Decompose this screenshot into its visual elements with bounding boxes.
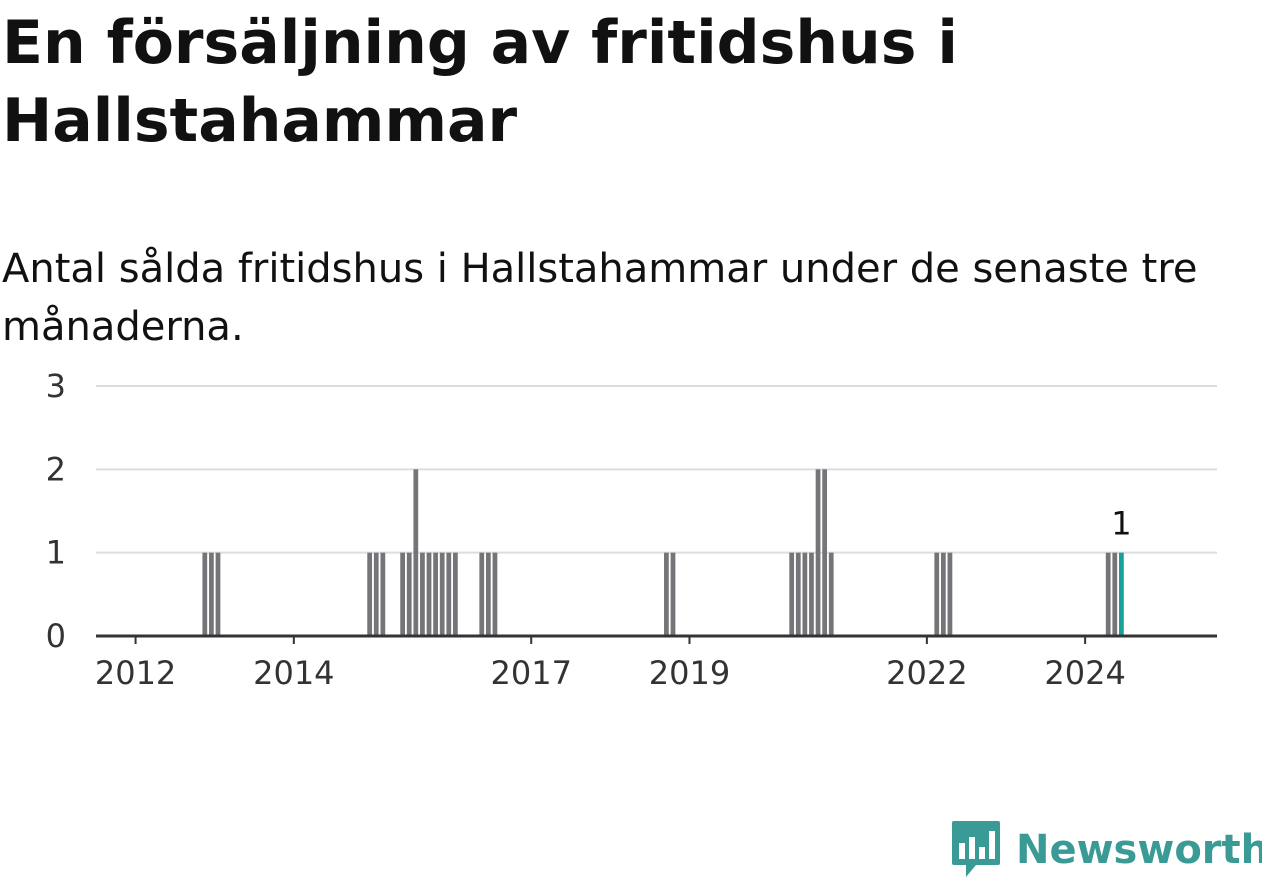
bar	[373, 552, 379, 636]
x-tick-label: 2012	[95, 654, 176, 692]
bar	[446, 552, 452, 636]
bar	[420, 552, 425, 636]
bar	[815, 469, 821, 636]
bar	[433, 552, 438, 636]
chart-subtitle: Antal sålda fritidshus i Hallstahammar u…	[2, 246, 1198, 350]
bar	[426, 552, 432, 636]
bar	[400, 552, 406, 636]
highlight-value-label: 1	[1111, 505, 1131, 543]
bar	[492, 552, 498, 636]
y-tick-label: 0	[46, 617, 66, 655]
bar	[202, 552, 208, 636]
bar	[934, 552, 940, 636]
bar	[1105, 552, 1111, 636]
y-tick-label: 1	[46, 534, 66, 572]
bar	[809, 552, 814, 636]
x-tick-label: 2017	[490, 654, 571, 692]
brand: Newsworthy	[950, 818, 1262, 882]
bar	[1112, 552, 1118, 636]
y-tick-label: 3	[46, 367, 66, 405]
x-tick-label: 2019	[649, 654, 730, 692]
bar	[664, 552, 669, 636]
bar	[940, 552, 946, 636]
x-tick-label: 2014	[253, 654, 334, 692]
bar-chart: 0 1 2 3 1 2012 2014 2017 2019 2022 2024	[46, 367, 1217, 692]
bar	[380, 552, 386, 636]
x-tick-label: 2024	[1044, 654, 1125, 692]
bar	[479, 552, 485, 636]
brand-name: Newsworthy	[1016, 827, 1262, 873]
bar	[670, 552, 676, 636]
bar	[413, 469, 419, 636]
bar	[453, 552, 458, 636]
bar	[789, 552, 795, 636]
newsworthy-logo-icon	[952, 821, 1000, 877]
bar	[215, 552, 221, 636]
bar	[947, 552, 953, 636]
highlighted-bar	[1119, 552, 1124, 636]
bar	[802, 552, 808, 636]
bar	[822, 469, 828, 636]
bar	[485, 552, 491, 636]
bar	[406, 552, 412, 636]
bar	[367, 552, 373, 636]
bar	[795, 552, 801, 636]
x-tick-label: 2022	[886, 654, 967, 692]
bar	[828, 552, 834, 636]
bar	[209, 552, 214, 636]
bar	[439, 552, 445, 636]
y-tick-label: 2	[46, 450, 66, 488]
chart-title: En försäljning av fritidshus i Hallstaha…	[2, 8, 958, 156]
